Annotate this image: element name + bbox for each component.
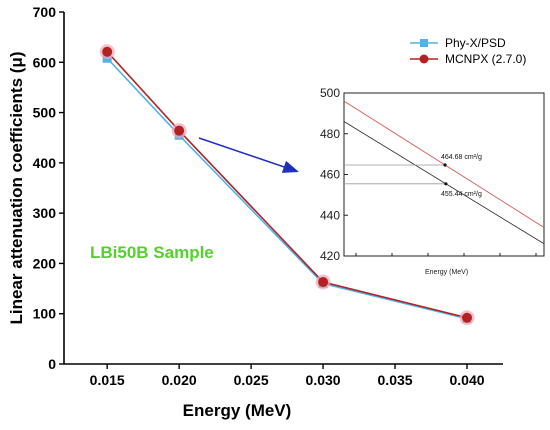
inset-y-tick-label: 440: [320, 208, 340, 222]
y-axis-title: Linear attenuation coefficients (μ): [7, 52, 26, 325]
point-mcnpx: [174, 125, 185, 136]
series-line-phyx: [106, 57, 468, 320]
zoom-arrow: [198, 137, 300, 173]
y-tick-label: 700: [33, 4, 57, 20]
inset-point-lower: [444, 182, 448, 186]
x-tick-label: 0.015: [90, 372, 125, 388]
point-mcnpx: [318, 277, 329, 288]
inset-axis: 420 440 460 480 500: [320, 86, 537, 263]
series-line-mcnpx: [106, 51, 468, 319]
sample-annotation: LBi50B Sample: [90, 243, 214, 262]
inset-y-tick-label: 500: [320, 86, 340, 100]
x-axis-title: Energy (MeV): [183, 401, 292, 420]
inset-x-axis-title: Energy (MeV): [425, 269, 468, 276]
point-mcnpx: [102, 46, 113, 57]
main-axes: 0 100 200 300 400 500 600 700 0.015 0.020 0.025 0.0…: [33, 4, 503, 388]
inset-lines: [343, 100, 545, 245]
legend-phyx-label: Phy-X/PSD: [445, 36, 506, 50]
point-mcnpx: [462, 312, 473, 323]
y-tick-label: 200: [33, 255, 57, 271]
y-tick-label: 100: [33, 306, 57, 322]
legend-phyx-marker: [420, 39, 428, 47]
y-tick-label: 300: [33, 205, 57, 221]
inset-annotation-lower: 455.44 cm²/g: [441, 191, 482, 198]
main-series: [99, 44, 475, 326]
legend-mcnpx-marker: [419, 54, 429, 64]
x-tick-label: 0.040: [449, 372, 484, 388]
inset-y-tick-label: 460: [320, 168, 340, 182]
inset-line-phyx: [343, 121, 545, 245]
inset-frame: [343, 92, 545, 257]
inset-chart: 420 440 460 480 500 Energy (MeV) 464.68 cm²/…: [320, 86, 545, 276]
y-tick-label: 400: [33, 155, 57, 171]
y-tick-label: 600: [33, 54, 57, 70]
x-tick-label: 0.020: [162, 372, 197, 388]
inset-annotation-upper: 464.68 cm²/g: [441, 154, 482, 161]
inset-y-tick-label: 480: [320, 127, 340, 141]
inset-point-upper: [443, 163, 447, 167]
y-tick-label: 0: [48, 356, 56, 372]
x-tick-label: 0.035: [378, 372, 413, 388]
legend: Phy-X/PSD MCNPX (2.7.0): [410, 36, 526, 66]
x-tick-label: 0.030: [306, 372, 341, 388]
y-tick-label: 500: [33, 105, 57, 121]
legend-mcnpx-label: MCNPX (2.7.0): [445, 52, 526, 66]
x-tick-label: 0.025: [234, 372, 269, 388]
inset-y-tick-label: 420: [320, 249, 340, 263]
